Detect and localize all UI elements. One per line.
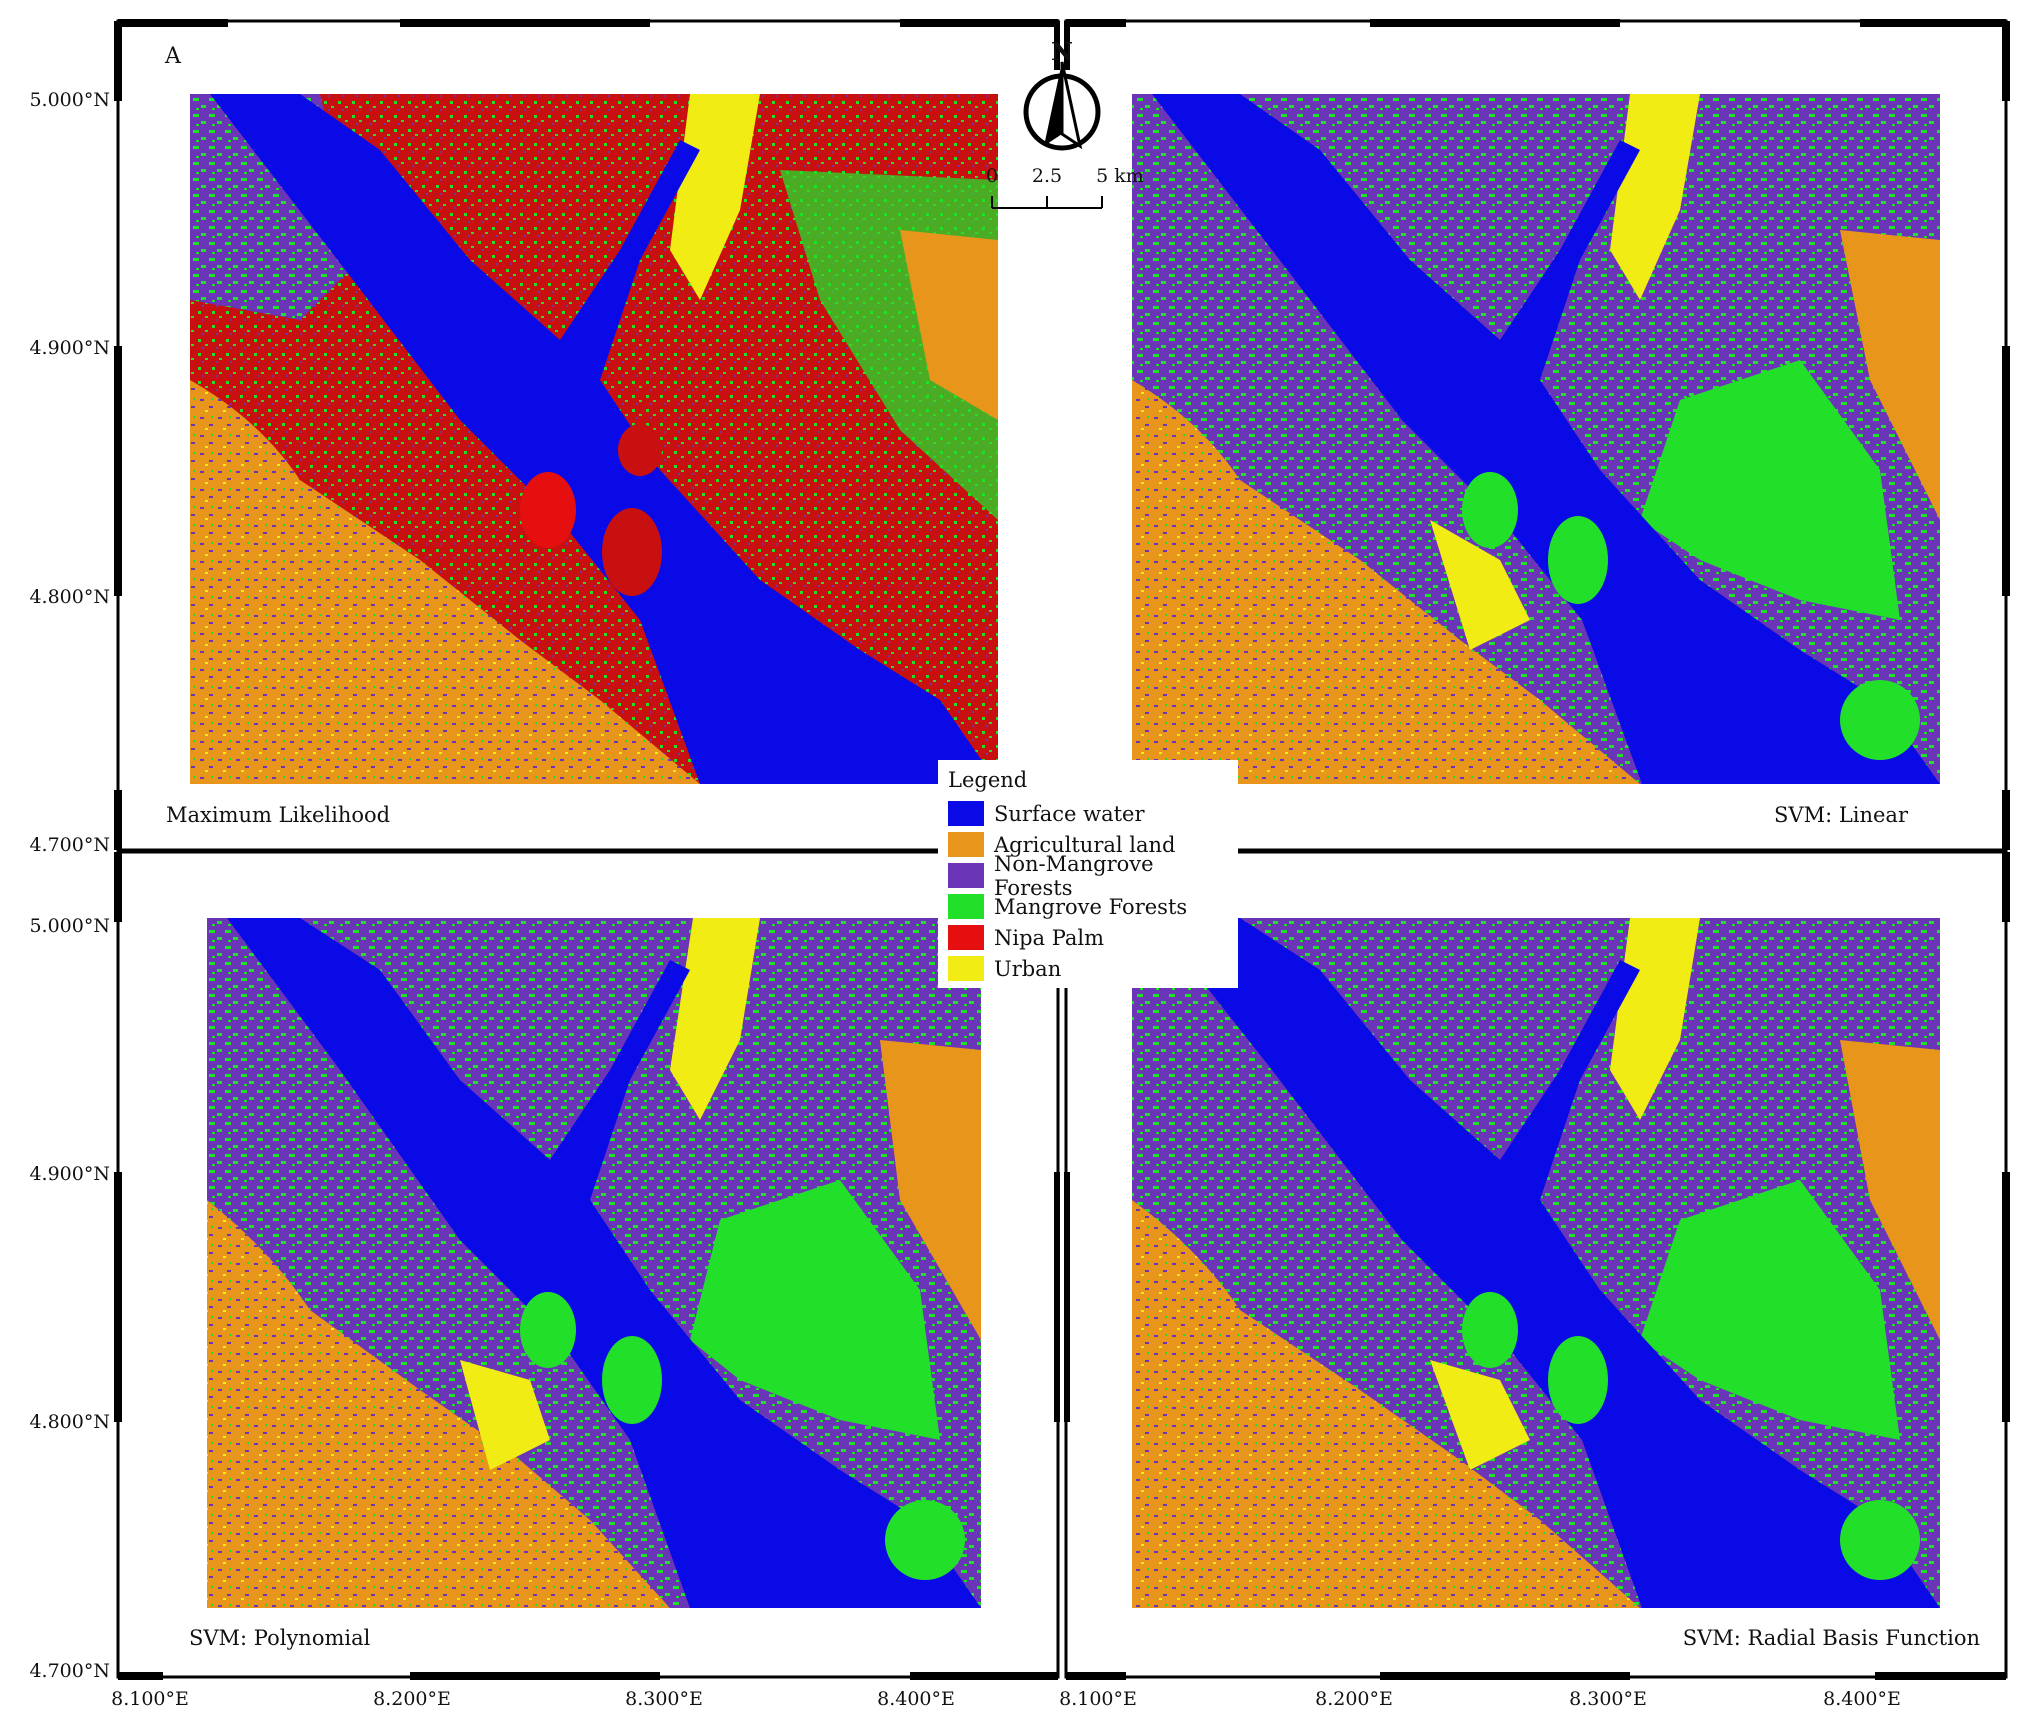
lat-label-5000-top: 5.000°N: [29, 89, 110, 111]
lon-label-8200-right: 8.200°E: [1315, 1688, 1393, 1710]
legend-label: Agricultural land: [994, 832, 1176, 857]
lon-label-8200-left: 8.200°E: [373, 1688, 451, 1710]
legend-item-agricultural-land: Agricultural land: [948, 829, 1228, 860]
scale-tick-5km: 5 km: [1096, 165, 1144, 187]
legend-swatch: [948, 925, 984, 950]
lon-label-8400-right: 8.400°E: [1823, 1688, 1901, 1710]
legend-item-surface-water: Surface water: [948, 798, 1228, 829]
panel-label: A: [165, 44, 181, 69]
map-svm-polynomial: [207, 918, 981, 1608]
north-arrow-letter: N: [1051, 37, 1073, 66]
lon-label-8100-right: 8.100°E: [1059, 1688, 1137, 1710]
legend-item-non-mangrove-forests: Non-Mangrove Forests: [948, 852, 1228, 900]
lon-label-8400-left: 8.400°E: [877, 1688, 955, 1710]
lat-label-4900-top: 4.900°N: [29, 337, 110, 359]
legend-label: Mangrove Forests: [994, 894, 1188, 919]
lon-label-8100-left: 8.100°E: [111, 1688, 189, 1710]
legend-swatch: [948, 863, 984, 888]
legend-swatch: [948, 894, 984, 919]
legend-item-mangrove-forests: Mangrove Forests: [948, 891, 1228, 922]
legend-item-nipa-palm: Nipa Palm: [948, 922, 1228, 953]
lon-label-8300-right: 8.300°E: [1569, 1688, 1647, 1710]
legend-label: Non-Mangrove Forests: [994, 851, 1154, 900]
legend-label: Nipa Palm: [994, 925, 1105, 950]
map-legend: Legend Surface water Agricultural land N…: [938, 760, 1238, 988]
lat-label-4700-bottom: 4.700°N: [29, 1660, 110, 1682]
panel-title-svm-polynomial: SVM: Polynomial: [189, 1626, 371, 1650]
scale-bar: 0 2.5 5 km: [986, 165, 1144, 209]
legend-swatch: [948, 801, 984, 826]
lon-label-8300-left: 8.300°E: [625, 1688, 703, 1710]
gutter-top: [998, 70, 1132, 850]
legend-swatch: [948, 956, 984, 981]
lat-label-4700-top: 4.700°N: [29, 834, 110, 856]
lat-label-5000-bottom: 5.000°N: [29, 915, 110, 937]
scale-tick-2-5: 2.5: [1032, 165, 1062, 187]
north-arrow-icon: N: [1023, 37, 1101, 151]
map-svm-linear: [1132, 94, 1940, 784]
legend-swatch: [948, 832, 984, 857]
panel-title-svm-rbf: SVM: Radial Basis Function: [1683, 1626, 1980, 1650]
map-svm-rbf: [1132, 918, 1940, 1608]
legend-title: Legend: [948, 768, 1028, 792]
map-maximum-likelihood: [190, 94, 998, 784]
panel-title-svm-linear: SVM: Linear: [1774, 803, 1909, 827]
lat-label-4800-bottom: 4.800°N: [29, 1411, 110, 1433]
legend-label: Urban: [994, 956, 1062, 981]
scale-tick-0: 0: [986, 165, 998, 187]
panel-title-ml: Maximum Likelihood: [166, 803, 390, 827]
legend-label: Surface water: [994, 801, 1145, 826]
lat-label-4800-top: 4.800°N: [29, 586, 110, 608]
legend-item-urban: Urban: [948, 953, 1228, 984]
lat-label-4900-bottom: 4.900°N: [29, 1163, 110, 1185]
